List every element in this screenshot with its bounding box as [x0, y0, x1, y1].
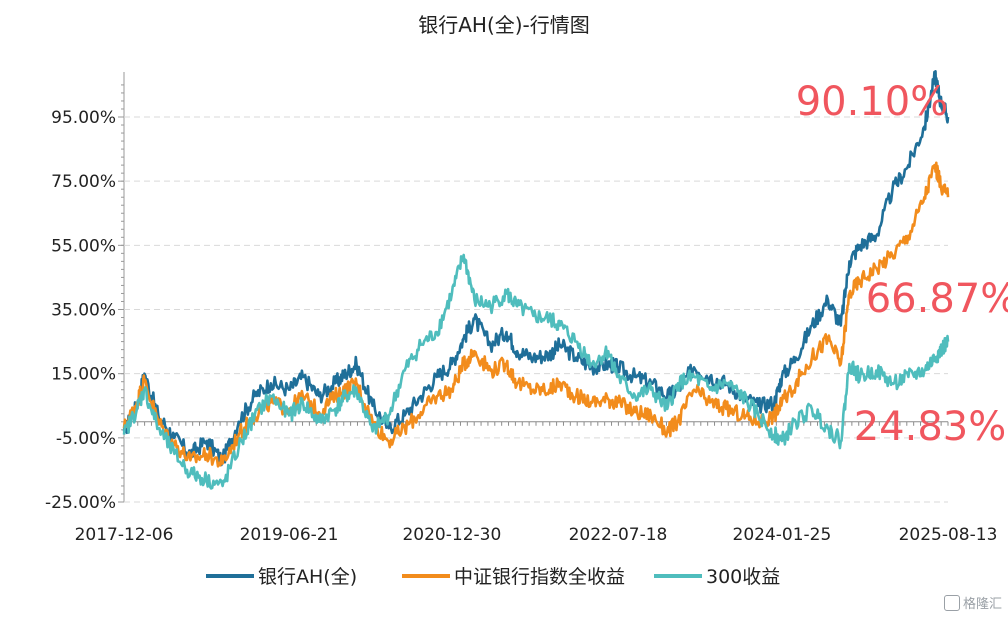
watermark: 格隆汇 [943, 593, 1002, 612]
watermark-text: 格隆汇 [962, 597, 1002, 612]
y-tick-label: 15.00% [51, 365, 116, 385]
x-tick-label: 2025-08-13 [899, 525, 998, 545]
x-tick-label: 2017-12-06 [75, 525, 174, 545]
y-tick-label: 75.00% [51, 172, 116, 192]
end-value-label-2: 24.83% [854, 404, 1007, 450]
y-tick-label: 55.00% [51, 236, 116, 256]
y-tick-label: -25.00% [45, 493, 116, 513]
y-tick-label: 35.00% [51, 301, 116, 321]
series-line-2 [122, 253, 950, 490]
y-tick-label: -5.00% [56, 429, 116, 449]
x-tick-label: 2022-07-18 [569, 525, 668, 545]
end-value-label-1: 66.87% [866, 276, 1008, 322]
legend-label-1: 中证银行指数全收益 [454, 566, 625, 588]
y-tick-label: 95.00% [51, 108, 116, 128]
legend-label-2: 300收益 [706, 566, 780, 588]
x-tick-label: 2020-12-30 [402, 525, 501, 545]
legend-label-0: 银行AH(全) [258, 566, 357, 588]
x-tick-label: 2024-01-25 [733, 525, 832, 545]
end-value-label-0: 90.10% [796, 79, 949, 125]
x-tick-label: 2019-06-21 [240, 525, 339, 545]
watermark-logo-icon [943, 595, 960, 611]
chart-title: 银行AH(全)-行情图 [418, 13, 590, 37]
series-line-0 [122, 70, 950, 467]
